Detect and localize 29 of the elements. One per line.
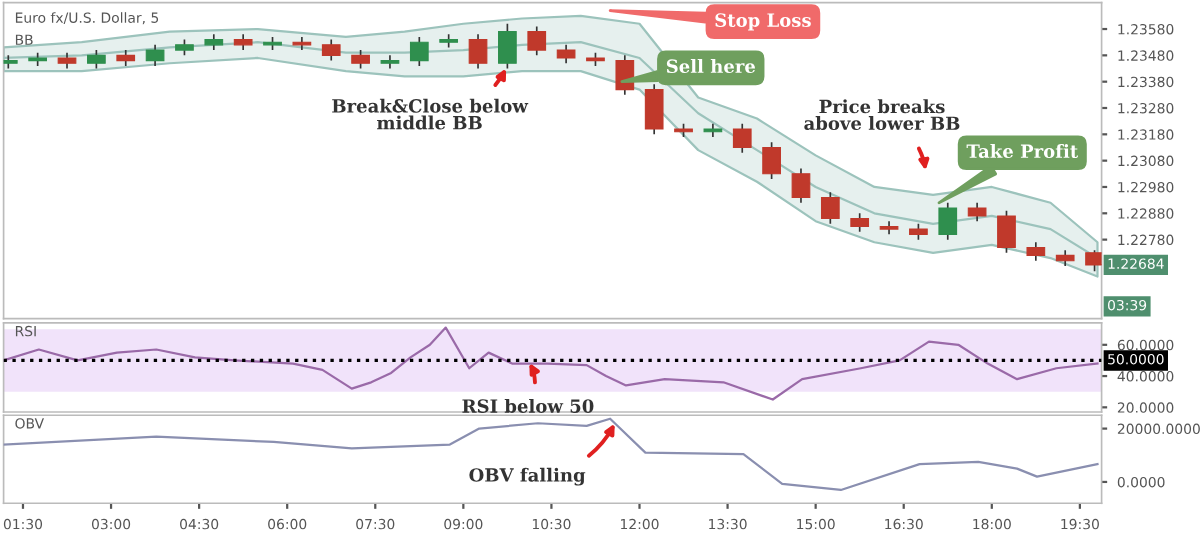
candlestick: [145, 43, 165, 67]
annotation: Price breaks above lower BB: [804, 99, 960, 131]
candlestick: [498, 22, 517, 70]
annotation: Stop Loss: [715, 13, 811, 31]
candlestick: [380, 54, 400, 70]
candlestick: [762, 141, 781, 180]
candlestick: [967, 201, 987, 223]
annotation: Sell here: [666, 59, 756, 74]
candlestick: [615, 54, 635, 96]
candlestick: [644, 83, 664, 136]
annotation: Take Profit: [966, 144, 1079, 159]
candlestick: [527, 25, 547, 57]
candlestick: [791, 167, 811, 204]
candlestick: [732, 122, 752, 154]
candlestick: [321, 38, 341, 62]
candlestick: [938, 201, 958, 241]
candlestick: [351, 49, 370, 70]
candlestick: [1085, 249, 1102, 273]
annotation: OBV falling: [469, 467, 586, 486]
candlestick: [997, 209, 1016, 254]
candlestick: [468, 33, 488, 70]
candlestick: [1026, 241, 1046, 262]
candlestick: [87, 49, 106, 70]
annotation: RSI below 50: [462, 398, 594, 413]
candlestick: [820, 191, 840, 225]
candlestick: [556, 43, 576, 65]
annotation: Break&Close below middle BB: [332, 98, 529, 130]
candlestick: [850, 212, 870, 233]
candlestick: [409, 36, 429, 67]
